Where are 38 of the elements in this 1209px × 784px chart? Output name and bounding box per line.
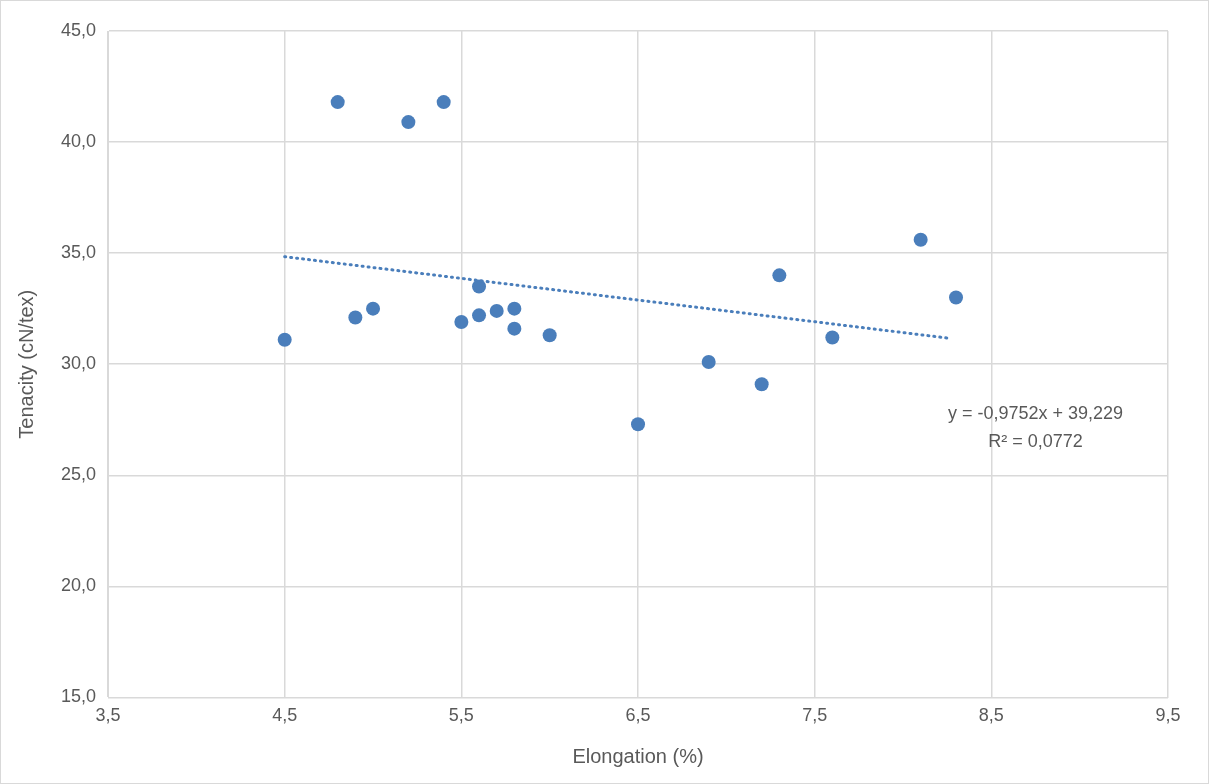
point	[949, 290, 964, 305]
x-tick-label: 6,5	[625, 705, 651, 726]
point	[542, 328, 557, 343]
annotation: y = -0,9752x + 39,229	[947, 403, 1124, 424]
y-tick-label: 30,0	[60, 353, 97, 374]
y-tick-label: 40,0	[60, 131, 97, 152]
x-axis-title: Elongation (%)	[572, 744, 704, 767]
y-axis-title: Tenacity (cN/tex)	[14, 289, 37, 439]
point	[489, 303, 504, 318]
y-tick-label: 20,0	[60, 575, 97, 596]
point	[436, 95, 451, 110]
point	[507, 321, 522, 336]
point	[825, 330, 840, 345]
annotation: R² = 0,0772	[988, 431, 1083, 452]
point	[631, 417, 646, 432]
x-tick-label: 8,5	[978, 705, 1004, 726]
point	[348, 310, 363, 325]
x-tick-label: 5,5	[448, 705, 474, 726]
y-tick-label: 15,0	[60, 686, 97, 707]
point	[754, 377, 769, 392]
point	[330, 95, 345, 110]
point	[454, 315, 469, 329]
point	[701, 354, 716, 369]
point	[472, 279, 487, 294]
y-tick-label: 35,0	[60, 242, 97, 263]
point	[366, 301, 381, 316]
point	[401, 115, 416, 130]
x-tick-label: 4,5	[272, 705, 298, 726]
x-tick-label: 9,5	[1155, 705, 1181, 726]
x-tick-label: 3,5	[95, 705, 121, 726]
point	[772, 268, 787, 283]
point	[277, 332, 292, 347]
point	[913, 232, 928, 247]
y-tick-label: 25,0	[60, 464, 97, 485]
y-tick-label: 45,0	[60, 19, 97, 40]
x-tick-label: 7,5	[802, 705, 828, 726]
point	[507, 301, 522, 316]
point	[472, 308, 487, 323]
